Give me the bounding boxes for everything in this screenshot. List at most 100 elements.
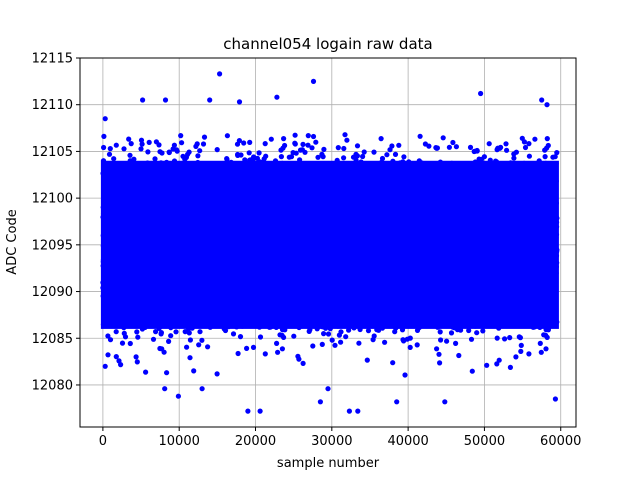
scatter-point (300, 360, 306, 366)
scatter-point (133, 354, 139, 360)
scatter-point (332, 342, 338, 348)
scatter-point (158, 330, 164, 336)
scatter-point (224, 133, 230, 139)
scatter-point (302, 149, 308, 155)
scatter-point (150, 336, 157, 342)
scatter-point (335, 145, 341, 151)
scatter-point (171, 142, 177, 148)
scatter-point (101, 133, 107, 139)
scatter-point (106, 151, 113, 157)
scatter-point (113, 329, 119, 335)
scatter-point (139, 141, 145, 147)
scatter-point (319, 341, 325, 347)
scatter-point (315, 154, 321, 160)
scatter-point (138, 146, 144, 152)
scatter-point (238, 152, 244, 158)
scatter-point (275, 349, 281, 355)
scatter-point (342, 132, 348, 138)
scatter-point (166, 338, 172, 344)
scatter-point (191, 368, 197, 374)
scatter-point (321, 146, 327, 152)
scatter-point (262, 141, 268, 147)
scatter-point (128, 141, 134, 147)
scatter-point (274, 340, 280, 346)
scatter-point (105, 333, 111, 339)
scatter-point (168, 333, 174, 339)
scatter-point (263, 153, 269, 159)
scatter-point (178, 133, 184, 139)
scatter-point (107, 337, 114, 343)
scatter-point (105, 352, 111, 358)
scatter-point (187, 337, 193, 343)
scatter-point (237, 334, 244, 340)
scatter-point (241, 140, 247, 146)
scatter-point (159, 150, 165, 156)
scatter-point (278, 154, 284, 160)
scatter-point (344, 137, 350, 143)
scatter-point (300, 141, 306, 147)
scatter-point (134, 359, 140, 365)
scatter-point (145, 149, 151, 155)
scatter-point (152, 156, 158, 162)
scatter-point (201, 134, 208, 140)
scatter-point (122, 334, 129, 340)
scatter-point (205, 344, 211, 350)
scatter-point (153, 329, 159, 335)
scatter-point (113, 354, 119, 360)
scatter-point (194, 141, 200, 147)
scatter-point (246, 150, 252, 156)
scatter-point (174, 148, 180, 154)
scatter-point (341, 155, 347, 161)
scatter-point (121, 146, 127, 152)
chart-title: channel054 logain raw data (223, 35, 432, 53)
scatter-point (244, 345, 250, 351)
scatter-point (143, 369, 149, 375)
scatter-point (309, 145, 315, 151)
scatter-point (214, 147, 220, 153)
scatter-point (187, 355, 193, 361)
scatter-point (173, 329, 179, 335)
scatter-point (200, 141, 207, 147)
scatter-point (281, 334, 287, 340)
scatter-point (250, 344, 257, 350)
scatter-point (184, 344, 190, 350)
scatter-point (134, 329, 140, 335)
scatter-point (310, 133, 317, 140)
scatter-point (113, 142, 119, 148)
scatter-point (126, 136, 132, 142)
scatter-point (135, 334, 141, 340)
scatter-point (291, 333, 297, 339)
scatter-point (214, 371, 220, 377)
scatter-point (179, 140, 185, 146)
scatter-point (341, 145, 347, 152)
scatter-point (235, 350, 241, 357)
scatter-point (292, 141, 298, 147)
scatter-point (138, 137, 145, 143)
scatter-point (305, 133, 311, 139)
scatter-point (107, 146, 113, 152)
scatter-point (186, 330, 192, 336)
scatter-point (118, 362, 124, 368)
scatter-point (230, 331, 237, 337)
scatter-point (247, 139, 253, 145)
scatter-point (282, 142, 288, 149)
scatter-point (257, 334, 264, 340)
scatter-point (127, 152, 133, 158)
scatter-point (268, 136, 274, 142)
scatter-point (197, 148, 203, 154)
scatter-point (305, 142, 311, 148)
scatter-point (161, 349, 167, 355)
scatter-point (310, 343, 316, 349)
scatter-point (288, 154, 295, 160)
scatter-point (164, 370, 170, 376)
scatter-point (320, 154, 326, 160)
scatter-point (293, 150, 299, 156)
scatter-point (236, 138, 242, 144)
data-points (100, 71, 560, 414)
scatter-point (256, 150, 262, 156)
scatter-point (325, 331, 332, 337)
scatter-point (131, 156, 137, 162)
scatter-point (222, 327, 229, 334)
scatter-point (146, 139, 152, 145)
scatter-point (186, 149, 192, 155)
